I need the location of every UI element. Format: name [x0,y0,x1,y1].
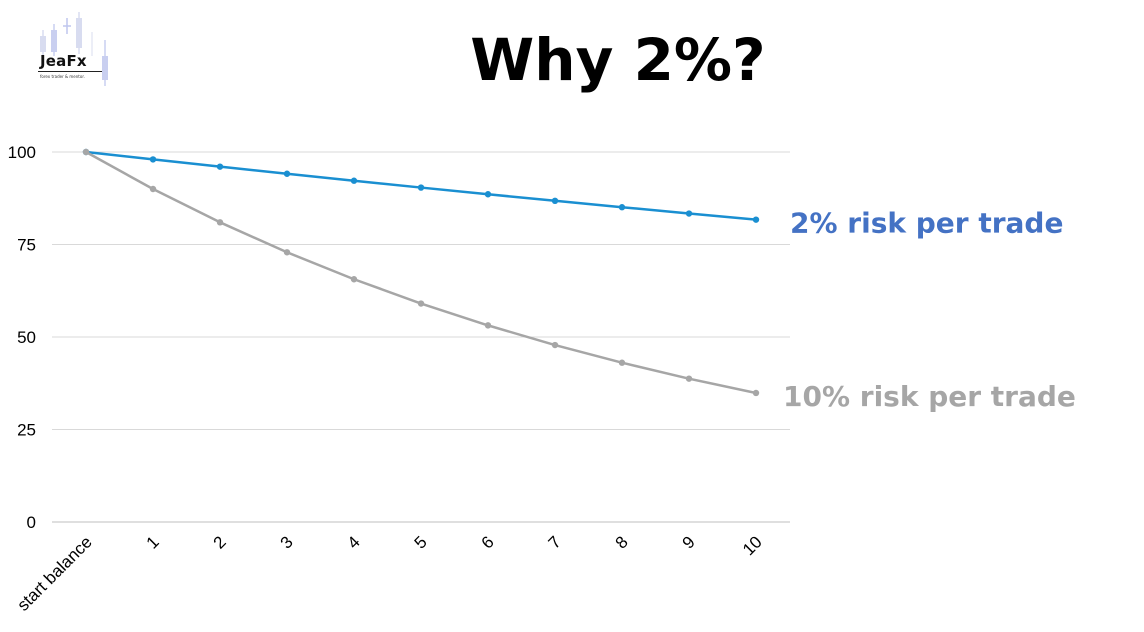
x-tick-label: 9 [679,532,699,552]
data-point [417,300,425,307]
data-point [149,156,157,163]
data-point [484,191,492,198]
x-axis-ticks: start balance 1 2 3 4 5 6 7 8 9 10 [14,532,766,614]
data-point [618,204,626,211]
data-point [551,341,559,349]
y-tick-label: 50 [17,328,36,347]
x-tick-label: 3 [277,532,297,552]
logo-tagline: forex trader & mentor. [40,74,85,79]
page-title: Why 2%? [470,26,766,94]
x-tick-label: 10 [739,532,766,559]
y-axis-ticks: 0 25 50 75 100 [8,143,36,532]
data-point [283,249,291,256]
x-tick-label: 6 [478,532,498,552]
x-tick-label: 2 [210,532,230,552]
data-point [216,219,224,226]
data-point [618,359,626,366]
y-tick-label: 100 [8,143,36,162]
data-point [685,375,693,382]
x-tick-label: 5 [411,532,431,552]
x-tick-label: 1 [143,532,163,552]
y-tick-label: 0 [27,513,36,532]
y-tick-label: 75 [17,236,36,255]
x-tick-label: 7 [545,532,565,552]
data-point [216,163,224,170]
data-point [484,322,492,329]
data-point [283,170,291,177]
data-point [350,276,358,283]
series-labels: 2% risk per trade 10% risk per trade [783,207,1076,413]
data-point [350,177,358,184]
candlestick-logo-icon [40,12,108,86]
x-tick-label: start balance [14,532,96,614]
data-point [149,185,157,193]
chart-series [82,148,760,397]
logo-divider [38,71,102,72]
y-tick-label: 25 [17,421,36,440]
logo: JeaFx forex trader & mentor. [34,10,114,90]
data-point [752,216,760,223]
logo-name: JeaFx [40,52,87,70]
series-label: 10% risk per trade [783,380,1076,413]
x-tick-label: 4 [344,532,364,552]
series-label: 2% risk per trade [790,207,1063,240]
data-point [752,389,760,397]
x-tick-label: 8 [612,532,632,552]
data-point [417,184,425,191]
data-point [82,148,90,156]
chart-grid [52,151,790,523]
data-point [551,197,559,205]
data-point [685,210,693,217]
